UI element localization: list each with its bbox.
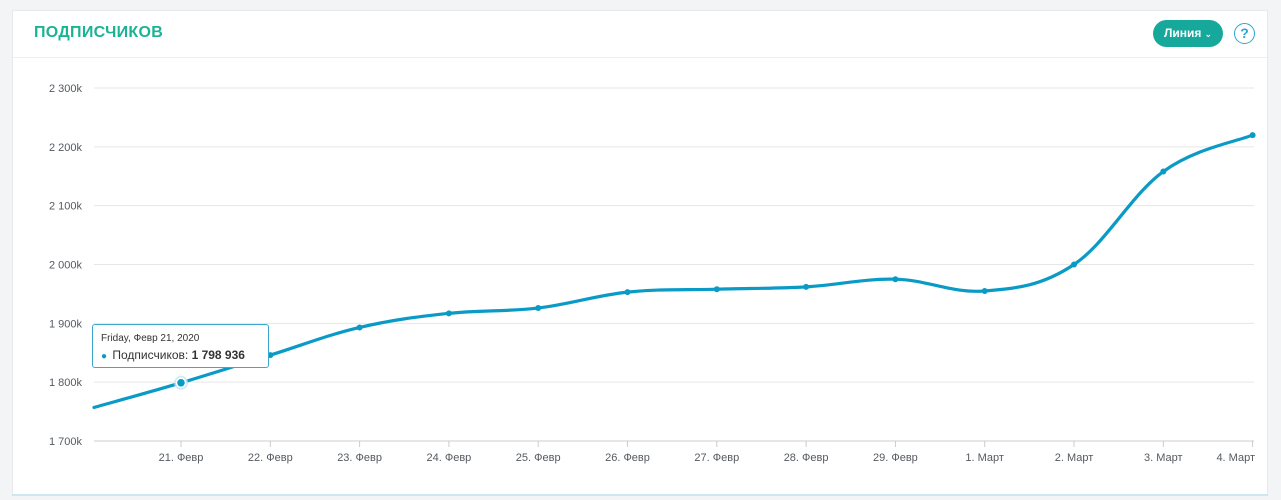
help-icon[interactable]: ? — [1234, 23, 1255, 44]
x-tick-label: 27. Февр — [694, 452, 739, 464]
data-point[interactable] — [356, 324, 363, 331]
tooltip: Friday, Февр 21, 2020 ● Подписчиков: 1 7… — [92, 324, 269, 368]
card-bottom-border — [12, 494, 1268, 496]
x-tick-label: 29. Февр — [873, 452, 918, 464]
y-tick-label: 1 900k — [49, 318, 83, 330]
data-point[interactable] — [535, 305, 542, 312]
x-tick-label: 2. Март — [1055, 452, 1094, 464]
y-tick-label: 1 800k — [49, 377, 83, 389]
data-point[interactable] — [892, 276, 899, 283]
data-point[interactable] — [445, 310, 452, 317]
chart-type-dropdown[interactable]: Линия ⌄ — [1153, 20, 1223, 47]
chevron-down-icon: ⌄ — [1204, 29, 1212, 39]
data-point[interactable] — [713, 286, 720, 293]
series-dot-icon: ● — [101, 351, 108, 362]
data-point[interactable] — [981, 287, 988, 294]
data-point[interactable] — [624, 289, 631, 296]
x-tick-label: 26. Февр — [605, 452, 650, 464]
x-tick-label: 25. Февр — [516, 452, 561, 464]
card-title: ПОДПИСЧИКОВ — [34, 24, 164, 41]
data-point-active[interactable] — [175, 377, 187, 389]
data-point[interactable] — [1160, 168, 1167, 175]
x-tick-label: 24. Февр — [427, 452, 472, 464]
y-tick-label: 2 000k — [49, 260, 83, 272]
x-tick-label: 4. Март — [1216, 452, 1255, 464]
tooltip-value: 1 798 936 — [191, 348, 245, 362]
x-tick-label: 3. Март — [1144, 452, 1183, 464]
x-tick-label: 23. Февр — [337, 452, 382, 464]
x-tick-label: 21. Февр — [159, 452, 204, 464]
chart-type-label: Линия — [1164, 26, 1202, 40]
tooltip-series-label: Подписчиков: — [112, 348, 189, 362]
tooltip-row: ● Подписчиков: 1 798 936 — [101, 348, 268, 362]
data-point[interactable] — [1071, 261, 1077, 268]
y-tick-label: 2 300k — [49, 83, 83, 95]
x-tick-label: 28. Февр — [784, 452, 829, 464]
x-tick-label: 22. Февр — [248, 452, 293, 464]
y-tick-label: 1 700k — [49, 436, 83, 448]
data-point[interactable] — [803, 283, 810, 290]
tooltip-date: Friday, Февр 21, 2020 — [101, 333, 200, 344]
chart-card: ПОДПИСЧИКОВ Линия ⌄ ? — [12, 10, 1268, 496]
x-tick-label: 1. Март — [965, 452, 1004, 464]
y-tick-label: 2 100k — [49, 201, 83, 213]
data-point[interactable] — [1249, 132, 1256, 139]
y-tick-label: 2 200k — [49, 142, 83, 154]
card-header: ПОДПИСЧИКОВ Линия ⌄ ? — [13, 11, 1267, 58]
